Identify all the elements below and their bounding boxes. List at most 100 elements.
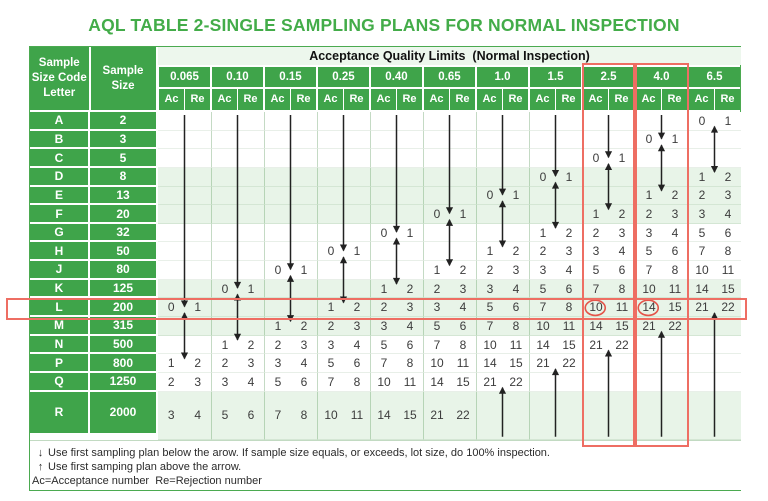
ac-value: 0 (274, 262, 282, 277)
ac-header-cell: Ac (583, 88, 608, 110)
ac-value: 14 (642, 300, 656, 315)
plan-cell (476, 205, 529, 224)
plan-cell (635, 167, 688, 187)
ac-value: 21 (589, 337, 603, 352)
plan-cell (423, 242, 476, 262)
plan-cell: 14 15 (688, 279, 741, 299)
re-value: 8 (618, 281, 626, 296)
re-value: 22 (668, 318, 682, 333)
plan-cell (582, 354, 635, 373)
ac-value: 14 (483, 356, 497, 371)
ac-value: 1 (433, 262, 441, 277)
row-letter-cell: M (30, 317, 90, 336)
re-header-cell: Re (291, 88, 316, 110)
plan-cell (211, 223, 264, 243)
re-value: 1 (406, 225, 414, 240)
re-value: 4 (194, 408, 202, 423)
re-value: 11 (350, 408, 364, 423)
re-value: 4 (724, 207, 732, 222)
row-letter-cell: H (30, 242, 90, 262)
re-value: 3 (353, 318, 361, 333)
plan-cell (211, 242, 264, 262)
ac-value: 7 (698, 244, 706, 259)
re-value: 15 (721, 281, 735, 296)
re-value: 1 (671, 132, 679, 147)
down-arrow-icon: ↓ (37, 447, 44, 459)
aql-level-cell: 6.5 (689, 66, 740, 87)
ac-header-cell: Ac (371, 88, 396, 110)
re-header-cell: Re (715, 88, 740, 110)
ac-value: 1 (698, 169, 706, 184)
ac-value: 3 (539, 262, 547, 277)
ac-value: 7 (380, 356, 388, 371)
ac-value: 1 (539, 225, 547, 240)
ac-value: 5 (380, 337, 388, 352)
row-letter-cell: N (30, 335, 90, 355)
plan-cell (582, 372, 635, 392)
re-header-cell: Re (450, 88, 475, 110)
ac-value: 3 (380, 318, 388, 333)
plan-cell: 10 11 (423, 354, 476, 373)
plan-cell (317, 223, 370, 243)
plan-cell (476, 223, 529, 243)
plan-cell (370, 130, 423, 150)
re-value: 22 (615, 337, 629, 352)
plan-cell: 14 15 (529, 335, 582, 355)
sample-size-cell: 80 (90, 261, 158, 280)
table-row-J: J 80 0 1 1 2 2 3 3 4 5 6 7 8 10 11 (30, 261, 741, 280)
plan-cell: 10 11 (476, 335, 529, 355)
ac-value: 5 (698, 225, 706, 240)
plan-cell (264, 223, 317, 243)
ac-value: 2 (698, 188, 706, 203)
plan-cell (158, 261, 211, 280)
re-value: 8 (671, 262, 679, 277)
plan-cell (370, 242, 423, 262)
sample-size-cell: 125 (90, 279, 158, 299)
plan-cell: 14 15 (423, 372, 476, 392)
plan-cell (264, 298, 317, 318)
plan-cell (211, 149, 264, 168)
plan-cell (370, 112, 423, 131)
ac-value: 1 (592, 207, 600, 222)
ac-value: 0 (380, 225, 388, 240)
plan-cell (158, 112, 211, 131)
re-value: 6 (671, 244, 679, 259)
re-value: 1 (194, 300, 202, 315)
header-sample-size-label: Sample Size (102, 64, 144, 92)
plan-cell (582, 167, 635, 187)
plan-cell (158, 168, 211, 187)
row-letter-cell: B (30, 130, 90, 150)
re-value: 8 (406, 356, 414, 371)
ac-header-cell: Ac (159, 88, 184, 110)
aql-table: Sample Size Code Letter Sample Size Acce… (30, 47, 741, 490)
plan-cell (158, 336, 211, 355)
ac-value: 21 (483, 374, 497, 389)
page-title: AQL TABLE 2-SINGLE SAMPLING PLANS FOR NO… (88, 15, 680, 35)
sample-size-cell: 8 (90, 167, 158, 187)
plan-cell (317, 279, 370, 299)
re-value: 6 (353, 356, 361, 371)
row-letter-cell: J (30, 261, 90, 280)
ac-value: 2 (592, 225, 600, 240)
row-letter-cell: Q (30, 372, 90, 392)
re-value: 8 (459, 337, 467, 352)
table-row-N: N 500 1 2 2 3 3 4 5 6 7 8 10 11 14 15 21 22 (30, 335, 741, 355)
plan-cell (423, 186, 476, 206)
ac-header-cell: Ac (636, 88, 661, 110)
re-value: 4 (406, 318, 414, 333)
re-value: 2 (724, 169, 732, 184)
plan-cell (688, 354, 741, 373)
ac-value: 14 (377, 408, 391, 423)
table-row-Q: Q 1250 2 3 3 4 5 6 7 8 10 11 14 15 21 22 (30, 372, 741, 392)
ac-value: 21 (695, 300, 709, 315)
